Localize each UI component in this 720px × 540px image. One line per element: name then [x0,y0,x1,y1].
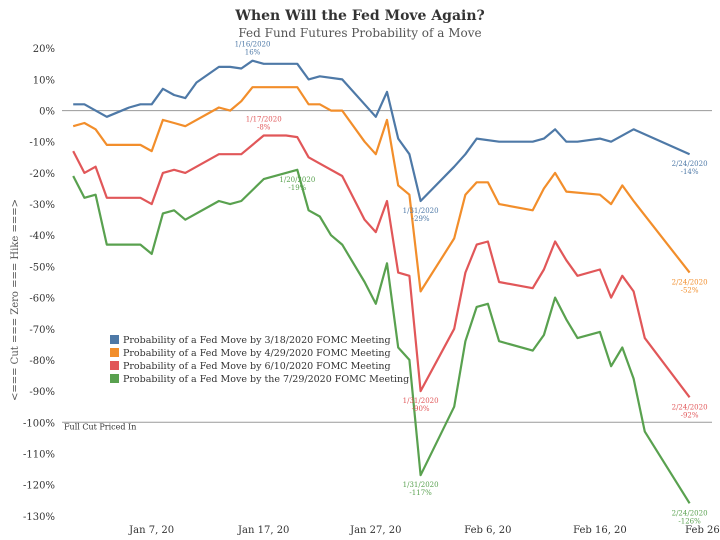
reference-lines: Full Cut Priced In [62,110,712,431]
legend-swatch-3 [110,361,119,370]
annotation-92: -92% [681,411,699,419]
y-tick-label: 10% [33,75,55,86]
annotation-117: -117% [409,489,432,497]
y-tick-label: -90% [29,387,55,398]
y-tick-label: -60% [29,294,55,305]
annotation-52: -52% [681,287,699,295]
annotation-2-24-2020: 2/24/2020 [672,279,708,287]
annotation-126: -126% [678,517,701,525]
y-tick-label: -80% [29,356,55,367]
x-tick-label: Jan 7, 20 [128,525,174,536]
annotation-90: -90% [412,405,430,413]
y-tick-label: 0% [39,107,55,118]
legend-label-2: Probability of a Fed Move by 4/29/2020 F… [123,348,391,359]
legend: Probability of a Fed Move by 3/18/2020 F… [110,335,409,385]
annotation-1-17-2020: 1/17/2020 [246,116,282,124]
annotation-2-24-2020: 2/24/2020 [672,509,708,517]
series-lines [72,59,691,504]
point-annotations: 1/16/202016%1/31/2020-29%2/24/2020-14%2/… [235,41,708,526]
y-tick-label: 20% [33,44,55,55]
series-line-1 [73,59,691,203]
x-tick-label: Jan 17, 20 [237,525,289,536]
y-tick-label: -50% [29,262,55,273]
x-axis-ticks: Jan 7, 20 Jan 17, 20 Jan 27, 20 Feb 6, 20 Fe… [128,525,720,536]
x-tick-label: Jan 27, 20 [349,525,401,536]
y-tick-label: -20% [29,169,55,180]
annotation-29: -29% [412,215,430,223]
chart-title: When Will the Fed Move Again? [235,8,485,24]
annotation-8: -8% [257,124,271,132]
annotation-1-31-2020: 1/31/2020 [403,397,439,405]
series-line-4 [72,168,691,504]
y-axis-label: <=== Cut === Zero === Hike ===> [10,199,21,401]
series-line-2 [72,86,691,293]
annotation-14: -14% [681,168,699,176]
y-tick-label: -130% [23,512,55,523]
annotation-2-24-2020: 2/24/2020 [672,160,708,168]
legend-label-4: Probability of a Fed Move by the 7/29/20… [123,374,409,385]
y-axis-ticks: 20% 10% 0% -10% -20% -30% -40% -50% -60% -70% -80%… [23,44,55,523]
legend-label-1: Probability of a Fed Move by 3/18/2020 F… [123,335,391,346]
y-tick-label: -40% [29,231,55,242]
legend-label-3: Probability of a Fed Move by 6/10/2020 F… [123,361,391,372]
annotation-16: 16% [245,49,261,57]
legend-swatch-2 [110,348,119,357]
y-tick-label: -100% [23,418,55,429]
annotation-1-16-2020: 1/16/2020 [235,41,271,49]
annotation-19: -19% [288,184,306,192]
x-tick-label: Feb 6, 20 [464,525,511,536]
full-cut-label: Full Cut Priced In [64,422,136,431]
legend-swatch-1 [110,335,119,344]
x-tick-label: Feb 16, 20 [573,525,627,536]
y-tick-label: -30% [29,200,55,211]
series-line-3 [72,134,691,398]
y-tick-label: -120% [23,481,55,492]
x-tick-label: Feb 26, 20 [685,525,720,536]
annotation-2-24-2020: 2/24/2020 [672,403,708,411]
annotation-1-20-2020: 1/20/2020 [279,176,315,184]
annotation-1-31-2020: 1/31/2020 [403,481,439,489]
legend-swatch-4 [110,374,119,383]
y-tick-label: -110% [23,449,55,460]
y-tick-label: -70% [29,325,55,336]
annotation-1-31-2020: 1/31/2020 [403,207,439,215]
chart-subtitle: Fed Fund Futures Probability of a Move [238,26,482,40]
y-tick-label: -10% [29,138,55,149]
